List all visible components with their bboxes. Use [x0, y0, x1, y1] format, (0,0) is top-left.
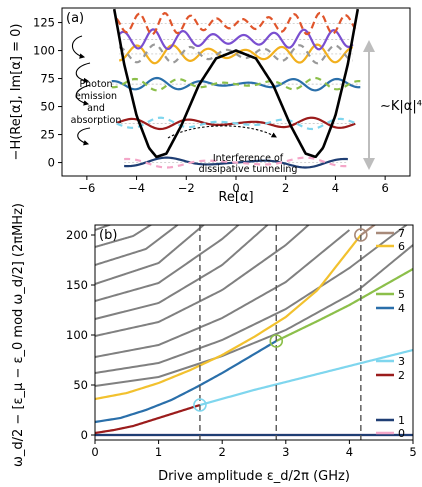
x-tick-label: 0: [232, 181, 239, 195]
y-tick-label: 100: [33, 44, 55, 58]
panel-a-ylabel: −H(Re[α], Im[α] = 0): [9, 24, 24, 161]
wavefunction-line: [118, 28, 354, 51]
wavefunction-level: [115, 11, 357, 36]
wavefunction-level: [116, 116, 356, 131]
legend-label: 7: [398, 227, 405, 240]
wavefunctions: [111, 11, 361, 169]
wavefunction-line: [118, 43, 354, 65]
wavefunction-level: [118, 28, 354, 51]
wavefunction-line: [124, 156, 348, 169]
level-line-4: [95, 340, 277, 424]
panel-b-frame: [94, 224, 414, 441]
legend-label: 0: [398, 427, 405, 440]
wavefunction-line: [115, 11, 357, 36]
x-tick-label: 3: [282, 445, 289, 459]
legend-label: 4: [398, 302, 405, 315]
panel-b-label: (b): [99, 228, 117, 243]
y-tick-label: 0: [48, 156, 55, 170]
level-line-2: [95, 403, 201, 435]
legend-label: 1: [398, 414, 405, 427]
tunneling-annotation-line-1: Interference of: [213, 153, 284, 164]
level-line-3: [199, 348, 413, 407]
wavefunction-level: [118, 43, 354, 65]
legend-label: 5: [398, 288, 405, 301]
y-tick-label: 75: [40, 72, 55, 86]
background-level-line: [95, 225, 311, 337]
y-tick-label: 100: [66, 328, 88, 342]
panel-a: Photon emission and absorption Interfere…: [9, 7, 422, 205]
background-level-line: [95, 225, 180, 266]
x-tick-label: 0: [91, 445, 98, 459]
photon-arrows: [71, 35, 91, 146]
level-line-5: [275, 268, 413, 342]
x-tick-label: −2: [178, 181, 195, 195]
tunneling-arrow: [167, 125, 277, 139]
x-tick-label: 4: [332, 181, 339, 195]
wavefunction-line: [111, 76, 361, 92]
x-tick-label: 5: [409, 445, 416, 459]
x-tick-label: 2: [282, 181, 289, 195]
x-tick-label: −4: [128, 181, 145, 195]
background-level-line: [95, 225, 240, 302]
background-level-line: [95, 225, 269, 320]
legend-label: 6: [398, 240, 405, 253]
background-level-line: [95, 225, 153, 248]
wavefunction-level: [111, 76, 361, 92]
x-tick-label: 6: [381, 181, 388, 195]
panel-b-ylabel: ω_d/2 − [ε_μ − ε_0 mod ω_d/2] (2πMHz): [11, 203, 26, 467]
legend-label: 3: [398, 355, 405, 368]
x-tick-label: −6: [78, 181, 95, 195]
legend: 76 54 32 10: [376, 227, 405, 440]
y-tick-label: 150: [66, 278, 88, 292]
y-tick-label: 0: [81, 428, 88, 442]
photon-annotation-line-3: and: [87, 103, 105, 114]
y-tick-label: 200: [66, 228, 88, 242]
panel-a-ticks: −6 −4 −2 0 2 4 6 0 25 50 75 100 125: [33, 16, 389, 195]
background-level-line: [95, 225, 409, 374]
legend-label: 2: [398, 369, 405, 382]
crossing-circle-marker: [269, 334, 284, 348]
level-line-7: [360, 225, 377, 236]
crossing-circle-marker: [354, 228, 368, 242]
photon-annotation-line-2: emission: [75, 91, 117, 102]
level-line-6: [95, 234, 362, 401]
y-tick-label: 50: [73, 378, 88, 392]
background-level-line: [95, 229, 351, 358]
x-tick-label: 1: [155, 445, 162, 459]
wavefunction-level: [124, 156, 348, 169]
wavefunction-line: [116, 116, 356, 131]
x-tick-label: 2: [219, 445, 226, 459]
y-tick-label: 25: [40, 128, 55, 142]
potential-line: [112, 8, 360, 159]
energy-levels: [95, 225, 413, 440]
scaling-annotation: ∼K|α|⁴: [380, 99, 422, 114]
y-tick-label: 50: [40, 100, 55, 114]
panel-a-xlabel: Re[α]: [218, 190, 253, 205]
photon-annotation-line-1: Photon: [79, 79, 112, 90]
y-tick-label: 125: [33, 16, 55, 30]
crossing-circle-marker: [193, 398, 207, 412]
potential-curve: [112, 8, 360, 159]
panel-a-label: (a): [66, 11, 84, 26]
background-level-line: [95, 244, 413, 387]
scaling-arrow: [363, 40, 375, 170]
panel-b-xlabel: Drive amplitude ε_d/2π (GHz): [158, 469, 350, 484]
photon-annotation-line-4: absorption: [71, 115, 122, 126]
tunneling-annotation-line-2: dissipative tunneling: [199, 164, 298, 175]
x-tick-label: 4: [346, 445, 353, 459]
background-level-line: [95, 225, 206, 285]
